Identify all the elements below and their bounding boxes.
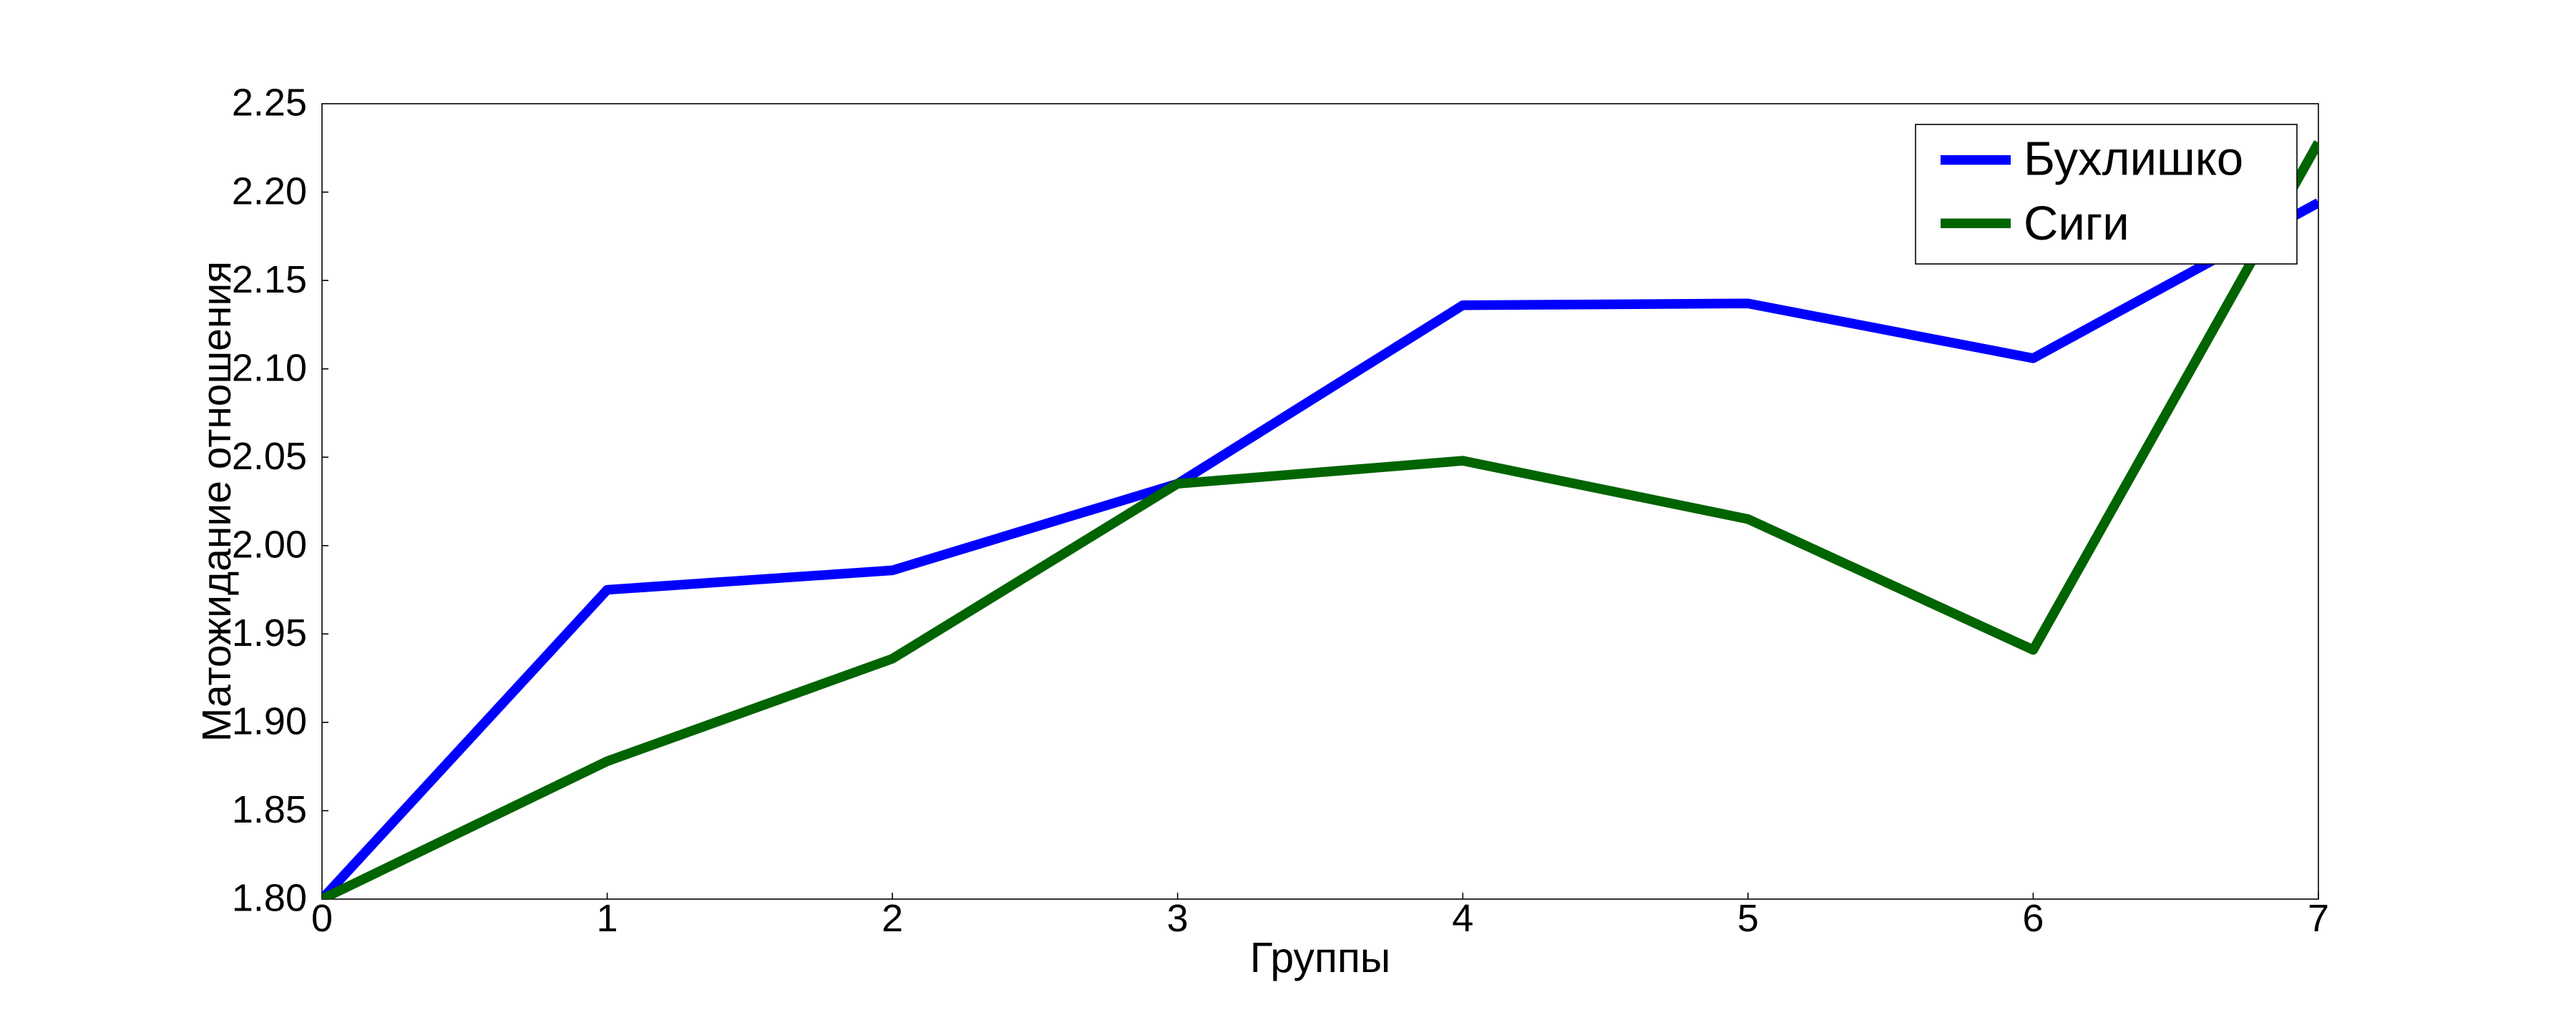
svg-text:Бухлишко: Бухлишко (2024, 132, 2243, 186)
svg-text:0: 0 (311, 897, 333, 940)
svg-text:Группы: Группы (1250, 934, 1391, 981)
svg-text:1.95: 1.95 (232, 612, 307, 654)
svg-text:Матожидание отношения: Матожидание отношения (194, 261, 240, 742)
svg-text:1.85: 1.85 (232, 788, 307, 831)
svg-text:Сиги: Сиги (2024, 197, 2129, 250)
svg-text:1.80: 1.80 (232, 877, 307, 920)
svg-text:2.15: 2.15 (232, 258, 307, 301)
svg-text:6: 6 (2022, 897, 2044, 940)
svg-text:2.25: 2.25 (232, 82, 307, 124)
svg-text:7: 7 (2308, 897, 2329, 940)
svg-text:2.00: 2.00 (232, 524, 307, 566)
svg-text:1: 1 (597, 897, 618, 940)
svg-text:5: 5 (1737, 897, 1759, 940)
svg-text:2.20: 2.20 (232, 170, 307, 212)
svg-text:4: 4 (1452, 897, 1473, 940)
svg-text:3: 3 (1167, 897, 1189, 940)
svg-text:2: 2 (882, 897, 903, 940)
svg-text:2.05: 2.05 (232, 435, 307, 478)
svg-text:2.10: 2.10 (232, 346, 307, 389)
svg-text:1.90: 1.90 (232, 700, 307, 743)
